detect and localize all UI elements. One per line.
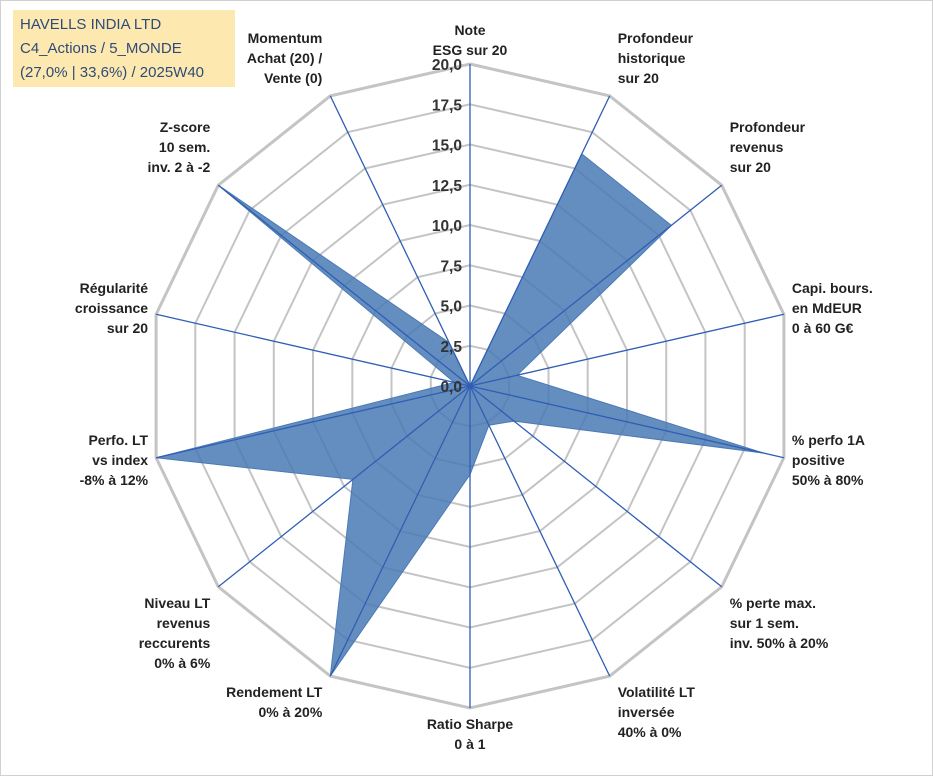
tick-label: 15,0 xyxy=(432,138,462,155)
info-period: (27,0% | 33,6%) / 2025W40 xyxy=(20,64,204,81)
tick-label: 5,0 xyxy=(440,299,462,316)
info-category: C4_Actions / 5_MONDE xyxy=(20,40,182,57)
axis-label-4: % perfo 1A positive 50% à 80% xyxy=(792,432,865,488)
axis-label-1: Profondeur historique sur 20 xyxy=(618,30,694,86)
spoke-1 xyxy=(469,95,611,387)
spoke-8 xyxy=(329,385,471,677)
spoke-4 xyxy=(469,385,785,459)
tick-label: 17,5 xyxy=(432,97,463,114)
axis-label-8: Rendement LT 0% à 20% xyxy=(226,684,323,720)
axis-label-3: Capi. bours. en MdEUR 0 à 60 G€ xyxy=(792,280,873,336)
spoke-3 xyxy=(469,313,785,387)
spoke-10 xyxy=(155,385,471,459)
axis-label-2: Profondeur revenus sur 20 xyxy=(730,119,806,175)
spoke-12 xyxy=(217,184,471,387)
spoke-11 xyxy=(155,313,471,387)
tick-label: 0,0 xyxy=(440,379,462,396)
axis-label-12: Z-score 10 sem. inv. 2 à -2 xyxy=(148,119,211,175)
axis-label-9: Niveau LT revenus reccurents 0% à 6% xyxy=(139,595,211,671)
spoke-5 xyxy=(469,385,723,588)
axis-label-11: Régularité croissance sur 20 xyxy=(75,280,148,336)
axis-label-5: % perte max. sur 1 sem. inv. 50% à 20% xyxy=(730,595,829,651)
tick-label: 2,5 xyxy=(440,339,462,356)
info-box: HAVELLS INDIA LTD C4_Actions / 5_MONDE (… xyxy=(13,10,235,87)
axis-label-6: Volatilité LT inversée 40% à 0% xyxy=(618,684,696,740)
spoke-2 xyxy=(469,184,723,387)
info-title: HAVELLS INDIA LTD xyxy=(20,16,162,33)
axis-label-13: Momentum Achat (20) / Vente (0) xyxy=(247,30,323,86)
axis-label-7: Ratio Sharpe 0 à 1 xyxy=(427,716,514,752)
spoke-9 xyxy=(217,385,471,588)
tick-label: 12,5 xyxy=(432,178,463,195)
spoke-6 xyxy=(469,385,611,677)
tick-label: 7,5 xyxy=(440,258,462,275)
spoke-13 xyxy=(329,95,471,387)
tick-label: 10,0 xyxy=(432,218,462,235)
axis-label-10: Perfo. LT vs index -8% à 12% xyxy=(80,432,149,488)
tick-label: 20,0 xyxy=(432,57,462,74)
axis-label-0: Note ESG sur 20 xyxy=(433,22,508,58)
